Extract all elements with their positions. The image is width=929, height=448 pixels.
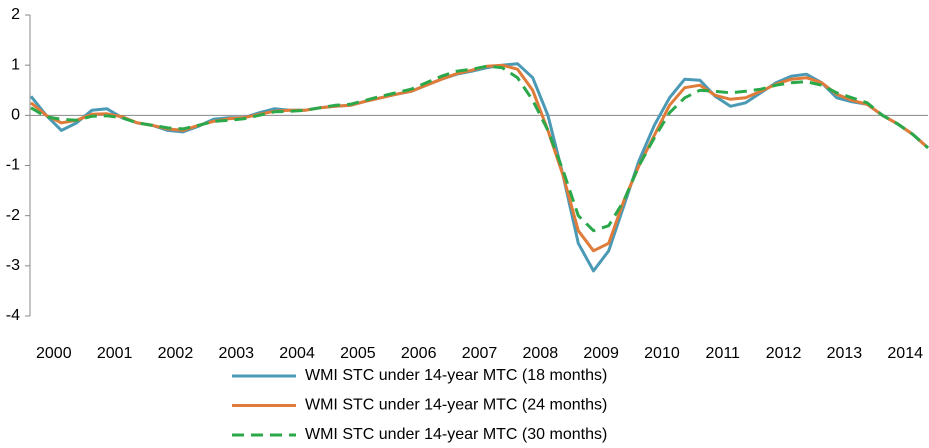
y-tick-label: -1 [6,157,20,174]
x-tick-label: 2001 [97,345,133,362]
legend-label: WMI STC under 14-year MTC (18 months) [305,367,607,384]
x-tick-label: 2010 [644,345,680,362]
series-line [29,62,929,273]
x-tick-label: 2005 [340,345,376,362]
x-tick-label: 2014 [887,345,923,362]
x-tick-label: 2011 [706,345,741,362]
x-tick-label: 2004 [279,345,315,362]
x-tick-label: 2006 [401,345,437,362]
x-tick-label: 2002 [158,345,194,362]
series-line [30,64,929,233]
x-tick-label: 2008 [523,345,559,362]
legend-label: WMI STC under 14-year MTC (30 months) [305,426,607,443]
y-tick-label: -3 [6,257,20,274]
x-tick-label: 2013 [827,345,863,362]
x-tick-label: 2009 [583,345,619,362]
legend-label: WMI STC under 14-year MTC (24 months) [305,397,607,414]
y-tick-label: 2 [11,6,20,23]
y-tick-label: 1 [11,56,20,73]
x-tick-label: 2000 [36,345,72,362]
x-tick-label: 2012 [766,345,802,362]
x-tick-label: 2003 [218,345,254,362]
series-line [30,63,929,253]
y-tick-label: -4 [6,307,20,324]
y-tick-label: 0 [11,107,20,124]
x-tick-label: 2007 [462,345,498,362]
y-tick-label: -2 [6,207,20,224]
